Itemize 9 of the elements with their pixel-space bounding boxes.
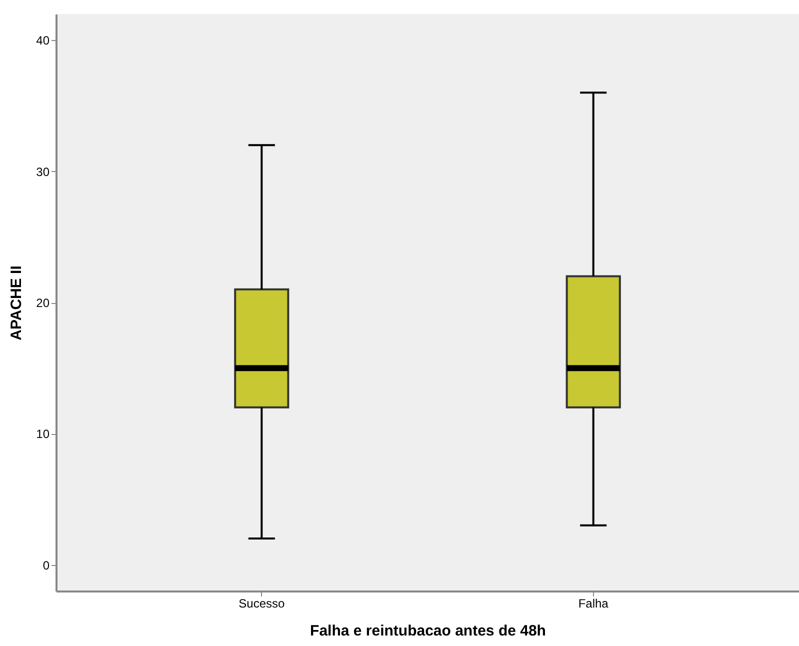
y-tick-label: 0 (42, 558, 50, 572)
x-tick-label: Falha (578, 596, 609, 610)
y-tick-label: 30 (36, 164, 50, 179)
y-tick-label: 40 (36, 34, 50, 48)
y-tick-label: 20 (36, 296, 50, 310)
y-tick-label: 10 (36, 427, 50, 442)
x-tick-label: Sucesso (238, 596, 285, 610)
x-axis-title: Falha e reintubacao antes de 48h (310, 622, 546, 640)
y-axis-title: APACHE II (8, 266, 26, 340)
